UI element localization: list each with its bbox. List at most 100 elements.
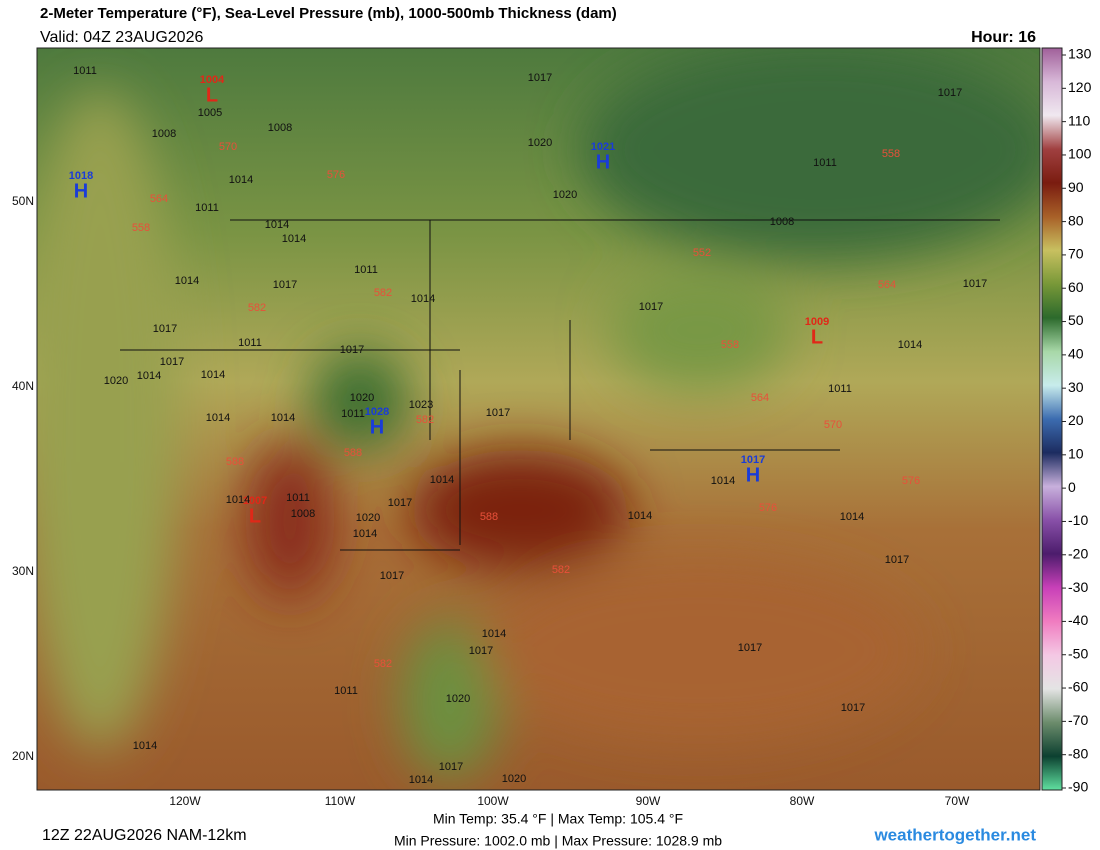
colorbar-label: -90 [1068, 779, 1088, 795]
isobar-label: 1017 [160, 356, 184, 368]
model-run: 12Z 22AUG2026 NAM-12km [42, 827, 247, 844]
isobar-label: 1014 [628, 510, 652, 522]
thickness-label: 582 [374, 287, 392, 299]
isobar-label: 1011 [334, 685, 358, 697]
lat-label: 40N [12, 379, 34, 393]
isobar-label: 1014 [206, 412, 230, 424]
thickness-label: 582 [552, 564, 570, 576]
lon-label: 70W [945, 794, 970, 808]
isobar-label: 1017 [738, 642, 762, 654]
colorbar-label: 100 [1068, 146, 1092, 162]
colorbar-label: 80 [1068, 212, 1084, 228]
center-value: 1007 [243, 495, 267, 507]
isobar-label: 1017 [439, 761, 463, 773]
isobar-label: 1008 [152, 128, 176, 140]
colorbar-label: -60 [1068, 679, 1088, 695]
colorbar-label: 20 [1068, 412, 1084, 428]
isobar-label: 1014 [430, 474, 454, 486]
isobar-label: 1020 [502, 773, 526, 785]
colorbar-label: 60 [1068, 279, 1084, 295]
temp-range: Min Temp: 35.4 °F | Max Temp: 105.4 °F [433, 811, 683, 827]
colorbar-label: -50 [1068, 645, 1088, 661]
isobar-label: 1011 [354, 264, 378, 276]
isobar-label: 1014 [201, 369, 225, 381]
colorbar [1041, 47, 1063, 791]
isobar-label: 1020 [104, 375, 128, 387]
isobar-label: 1011 [238, 337, 262, 349]
isobar-label: 1014 [175, 275, 199, 287]
center-symbol: L [206, 84, 218, 106]
thickness-label: 582 [374, 658, 392, 670]
colorbar-label: 40 [1068, 346, 1084, 362]
colorbar-label: -40 [1068, 612, 1088, 628]
thickness-label: 558 [132, 222, 150, 234]
isobar-label: 1014 [353, 528, 377, 540]
lon-label: 120W [169, 794, 201, 808]
lon-label: 100W [477, 794, 509, 808]
center-symbol: H [746, 464, 760, 486]
isobar-label: 1020 [446, 693, 470, 705]
isobar-label: 1017 [528, 72, 552, 84]
isobar-label: 1020 [350, 392, 374, 404]
colorbar-label: 50 [1068, 312, 1084, 328]
pressure-range: Min Pressure: 1002.0 mb | Max Pressure: … [394, 833, 722, 849]
isobar-label: 1017 [841, 702, 865, 714]
lat-label: 30N [12, 564, 34, 578]
isobar-label: 1011 [195, 202, 219, 214]
isobar-label: 1014 [265, 219, 289, 231]
lon-label: 80W [790, 794, 815, 808]
isobar-label: 1014 [271, 412, 295, 424]
isobar-label: 1014 [840, 511, 864, 523]
thickness-label: 588 [226, 456, 244, 468]
isobar-label: 1014 [409, 774, 433, 786]
center-value: 1009 [805, 316, 829, 328]
colorbar-label: -10 [1068, 512, 1088, 528]
thickness-label: 576 [327, 169, 345, 181]
credit: weathertogether.net [873, 825, 1036, 844]
isobar-label: 1008 [770, 216, 794, 228]
thickness-label: 564 [878, 279, 896, 291]
colorbar-label: -20 [1068, 545, 1088, 561]
thickness-label: 576 [902, 475, 920, 487]
colorbar-label: -70 [1068, 712, 1088, 728]
isobar-label: 1011 [341, 408, 365, 420]
thickness-label: 570 [824, 419, 842, 431]
colorbar-label: -30 [1068, 579, 1088, 595]
center-value: 1028 [365, 406, 389, 418]
center-symbol: H [74, 180, 88, 202]
isobar-label: 1017 [273, 279, 297, 291]
colorbar-label: 30 [1068, 379, 1084, 395]
thickness-label: 582 [248, 302, 266, 314]
isobar-label: 1008 [268, 122, 292, 134]
colorbar-label: 130 [1068, 46, 1092, 62]
isobar-label: 1014 [482, 628, 506, 640]
colorbar-label: 70 [1068, 246, 1084, 262]
isobar-label: 1014 [411, 293, 435, 305]
isobar-label: 1014 [226, 494, 250, 506]
lat-label: 20N [12, 749, 34, 763]
thickness-label: 582 [416, 414, 434, 426]
isobar-label: 1017 [340, 344, 364, 356]
center-value: 1021 [591, 141, 615, 153]
thickness-label: 570 [219, 141, 237, 153]
isobar-label: 1014 [282, 233, 306, 245]
thickness-label: 552 [693, 247, 711, 259]
isobar-label: 1017 [486, 407, 510, 419]
temperature-field [37, 48, 1040, 780]
boundaries [120, 219, 1000, 551]
isobar-label: 1014 [137, 370, 161, 382]
lat-label: 50N [12, 194, 34, 208]
isobar-label: 1017 [963, 278, 987, 290]
lon-label: 90W [636, 794, 661, 808]
valid-time: Valid: 04Z 23AUG2026 [40, 29, 203, 46]
isobar-label: 1023 [409, 399, 433, 411]
colorbar-label: 0 [1068, 479, 1076, 495]
isobar-label: 1011 [813, 157, 837, 169]
isobar-label: 1014 [133, 740, 157, 752]
thickness-label: 558 [721, 339, 739, 351]
center-symbol: L [249, 505, 261, 527]
isobar-label: 1017 [153, 323, 177, 335]
center-value: 1018 [69, 170, 93, 182]
center-value: 1004 [200, 74, 225, 86]
